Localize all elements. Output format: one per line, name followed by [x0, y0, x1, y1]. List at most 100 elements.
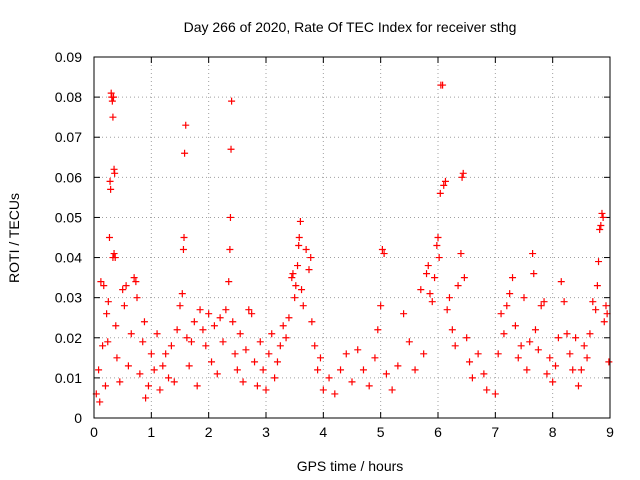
data-point — [342, 350, 350, 358]
data-point — [316, 354, 324, 362]
data-point — [226, 213, 234, 221]
data-point — [104, 298, 112, 306]
plot-frame — [93, 56, 611, 419]
data-point — [122, 282, 130, 290]
data-point — [288, 274, 296, 282]
data-point — [265, 350, 273, 358]
data-point — [136, 370, 144, 378]
data-point — [569, 366, 577, 374]
data-point — [445, 294, 453, 302]
data-point — [130, 274, 138, 282]
data-point — [599, 213, 607, 221]
data-point — [285, 314, 293, 322]
data-point — [380, 250, 388, 258]
data-point — [424, 262, 432, 270]
x-tick-labels: 0 1 2 3 4 5 6 7 8 9 — [90, 424, 614, 440]
data-point — [139, 338, 147, 346]
data-point — [296, 217, 304, 225]
data-point — [268, 330, 276, 338]
data-point — [434, 234, 442, 241]
data-point — [400, 310, 408, 318]
data-point — [440, 181, 448, 189]
data-point — [592, 306, 600, 314]
data-point — [531, 326, 539, 334]
data-point — [436, 189, 444, 197]
data-point — [111, 169, 119, 177]
data-point — [428, 298, 436, 306]
data-point — [523, 366, 531, 374]
data-point — [302, 246, 310, 254]
x-tick-label: 2 — [205, 424, 213, 440]
data-point — [110, 250, 118, 258]
data-point — [162, 350, 170, 358]
data-point — [305, 266, 313, 274]
data-point — [159, 362, 167, 370]
data-point — [205, 310, 213, 318]
data-point — [183, 334, 191, 342]
data-point — [96, 398, 104, 406]
data-point — [248, 310, 256, 318]
x-tick-label: 3 — [262, 424, 270, 440]
data-point — [503, 302, 511, 310]
y-tick-label: 0.05 — [55, 209, 82, 225]
data-point — [514, 354, 522, 362]
data-point — [394, 362, 402, 370]
data-point — [142, 394, 150, 402]
data-point — [602, 302, 610, 310]
data-point — [208, 358, 216, 366]
data-point — [530, 270, 538, 278]
data-point — [236, 330, 244, 338]
data-point — [517, 342, 525, 350]
data-point — [460, 274, 468, 282]
x-tick-label: 6 — [434, 424, 442, 440]
data-point — [111, 254, 119, 262]
data-point — [295, 234, 303, 241]
y-tick-label: 0.08 — [55, 89, 82, 105]
y-tick-label: 0.06 — [55, 169, 82, 185]
data-point — [101, 382, 109, 390]
data-point — [190, 318, 198, 326]
data-point — [245, 306, 253, 314]
data-point — [337, 366, 345, 374]
data-point — [132, 278, 140, 286]
data-point — [423, 270, 431, 278]
data-point — [348, 378, 356, 386]
data-point — [173, 326, 181, 334]
data-point — [426, 290, 434, 298]
x-tick-label: 1 — [147, 424, 155, 440]
data-point — [308, 318, 316, 326]
data-point — [557, 278, 565, 286]
data-point — [104, 338, 112, 346]
data-point — [222, 306, 230, 314]
data-point — [170, 378, 178, 386]
data-point — [405, 338, 413, 346]
data-point — [589, 298, 597, 306]
data-point — [147, 350, 155, 358]
data-point — [509, 274, 517, 282]
data-point — [219, 338, 227, 346]
data-point — [289, 270, 297, 278]
data-point — [595, 258, 603, 266]
data-point — [298, 286, 306, 294]
data-point — [377, 302, 385, 310]
data-point — [388, 386, 396, 394]
y-tick-label: 0 — [74, 410, 82, 426]
data-point — [233, 366, 241, 374]
data-point — [271, 374, 279, 382]
data-point — [378, 246, 386, 254]
data-point — [100, 282, 108, 290]
data-point — [262, 386, 270, 394]
data-point — [124, 362, 132, 370]
x-tick-label: 0 — [90, 424, 98, 440]
data-point — [431, 274, 439, 282]
x-tick-label: 7 — [491, 424, 499, 440]
data-point — [540, 298, 548, 306]
data-point — [295, 242, 303, 250]
data-point — [256, 338, 264, 346]
data-point — [112, 322, 120, 330]
data-point — [105, 234, 113, 241]
data-point — [586, 330, 594, 338]
data-point — [459, 169, 467, 177]
data-point — [202, 342, 210, 350]
data-point — [466, 358, 474, 366]
